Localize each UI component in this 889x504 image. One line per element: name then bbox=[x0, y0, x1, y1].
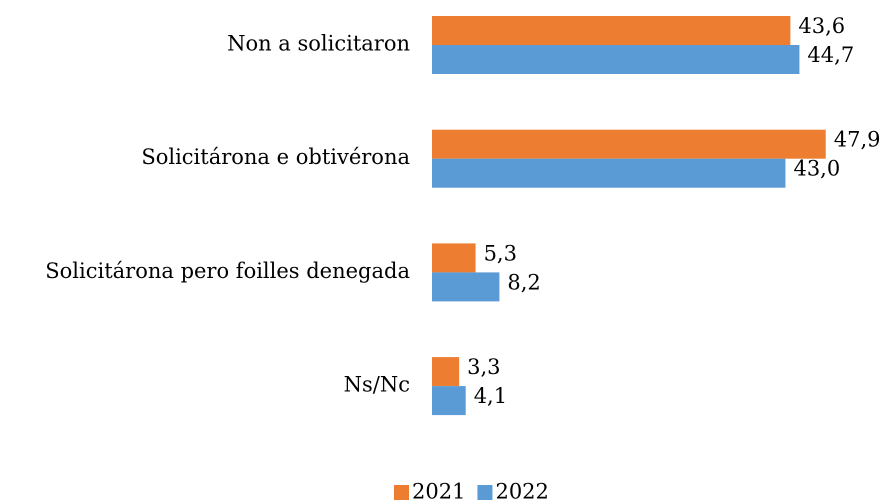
bar bbox=[432, 129, 826, 159]
category-label: Ns/Nc bbox=[344, 373, 410, 397]
legend-label: 2021 bbox=[412, 480, 465, 504]
value-label: 5,3 bbox=[484, 241, 517, 265]
value-label: 43,6 bbox=[798, 14, 845, 38]
legend-swatch bbox=[394, 485, 409, 500]
bar bbox=[432, 16, 791, 45]
value-label: 44,7 bbox=[807, 43, 854, 67]
value-label: 4,1 bbox=[474, 384, 507, 408]
bar bbox=[432, 357, 460, 387]
value-label: 43,0 bbox=[793, 157, 840, 181]
value-label: 47,9 bbox=[834, 128, 881, 152]
category-label: Non a solicitaron bbox=[227, 32, 410, 56]
bar bbox=[432, 386, 466, 416]
value-label: 8,2 bbox=[507, 270, 540, 294]
bar bbox=[432, 243, 476, 273]
legend-label: 2022 bbox=[495, 480, 548, 504]
category-label: Solicitárona e obtivérona bbox=[141, 145, 410, 169]
bar bbox=[432, 272, 500, 302]
category-label: Solicitárona pero foilles denegada bbox=[45, 259, 410, 283]
legend-swatch bbox=[477, 485, 493, 500]
value-label: 3,3 bbox=[467, 355, 500, 379]
bar bbox=[432, 158, 786, 188]
bar bbox=[432, 45, 800, 74]
